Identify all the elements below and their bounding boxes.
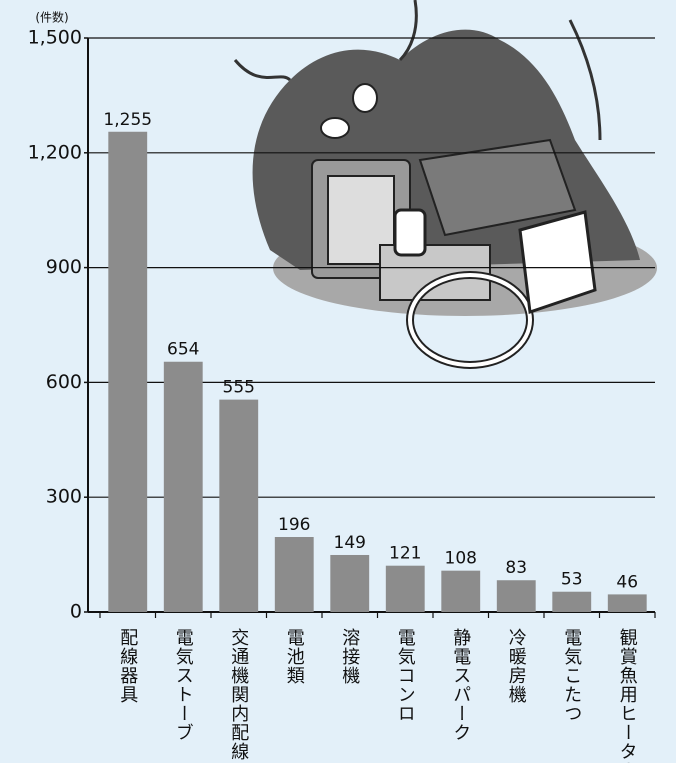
x-tick-label: 電池類: [284, 628, 305, 685]
y-tick-label: 300: [46, 486, 82, 508]
bar: [441, 570, 481, 612]
value-label: 108: [445, 549, 477, 569]
value-label: 149: [334, 533, 366, 553]
y-tick-label: 1,500: [28, 27, 82, 49]
value-label: 1,255: [103, 110, 152, 130]
value-label: 654: [167, 340, 199, 360]
value-label: 121: [389, 544, 421, 564]
bar: [330, 554, 370, 612]
illustration: [233, 0, 657, 369]
y-tick-label: 1,200: [28, 141, 82, 163]
bar: [552, 591, 592, 612]
bar: [496, 580, 536, 612]
x-tick-label: 静電スパーク: [450, 628, 471, 742]
value-label: 196: [278, 515, 310, 535]
bar: [163, 361, 203, 612]
y-tick-label: 600: [46, 371, 82, 393]
value-label: 83: [505, 558, 527, 578]
x-tick-label: 交通機関内配線: [228, 628, 249, 761]
x-tick-label: 溶接機: [339, 628, 360, 685]
x-tick-label: 電気こたつ: [561, 628, 582, 723]
bar: [607, 594, 647, 612]
bar: [108, 131, 148, 612]
x-tick-label: 電気ストーブ: [173, 628, 194, 742]
value-label: 555: [223, 378, 255, 398]
x-tick-label: 観賞魚用ヒーター: [617, 628, 638, 763]
y-tick-label: 900: [46, 256, 82, 278]
bar: [274, 536, 314, 612]
x-tick-label: 電気コンロ: [395, 628, 416, 723]
value-label: 53: [561, 570, 583, 590]
x-tick-label: 冷暖房機: [506, 628, 527, 704]
bar: [219, 399, 259, 612]
value-label: 46: [616, 572, 638, 592]
y-axis-label: (件数): [35, 10, 68, 25]
y-tick-label: 0: [70, 601, 82, 623]
bar: [385, 565, 425, 612]
x-tick-label: 配線器具: [117, 628, 138, 704]
